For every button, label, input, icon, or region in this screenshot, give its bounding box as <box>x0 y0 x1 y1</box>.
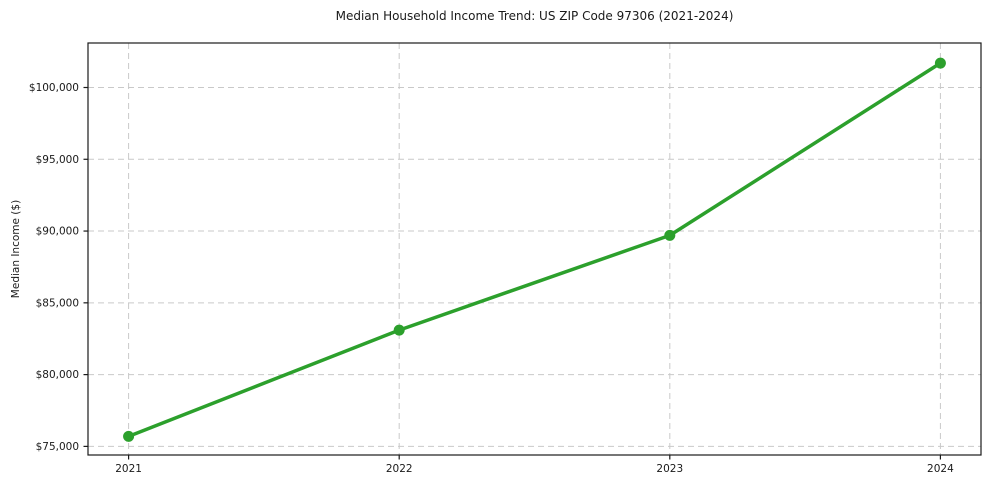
y-tick-label: $90,000 <box>36 226 79 238</box>
x-tick-label: 2022 <box>386 463 413 475</box>
x-tick-label: 2023 <box>656 463 683 475</box>
plot-border <box>87 42 982 456</box>
y-tick-label: $85,000 <box>36 297 79 309</box>
y-tick-label: $75,000 <box>36 441 79 453</box>
chart-title: Median Household Income Trend: US ZIP Co… <box>335 9 734 23</box>
y-axis-label: Median Income ($) <box>10 199 22 299</box>
data-point-2022 <box>393 324 405 336</box>
y-tick-label: $100,000 <box>29 82 79 94</box>
y-tick-label: $80,000 <box>36 369 79 381</box>
x-tick-label: 2024 <box>927 463 954 475</box>
trend-line <box>126 61 943 439</box>
y-tick-label: $95,000 <box>36 154 79 166</box>
data-point-2023 <box>664 229 676 241</box>
data-point-2024 <box>934 57 946 69</box>
x-tick-label: 2021 <box>115 463 142 475</box>
data-point-2021 <box>123 430 135 442</box>
